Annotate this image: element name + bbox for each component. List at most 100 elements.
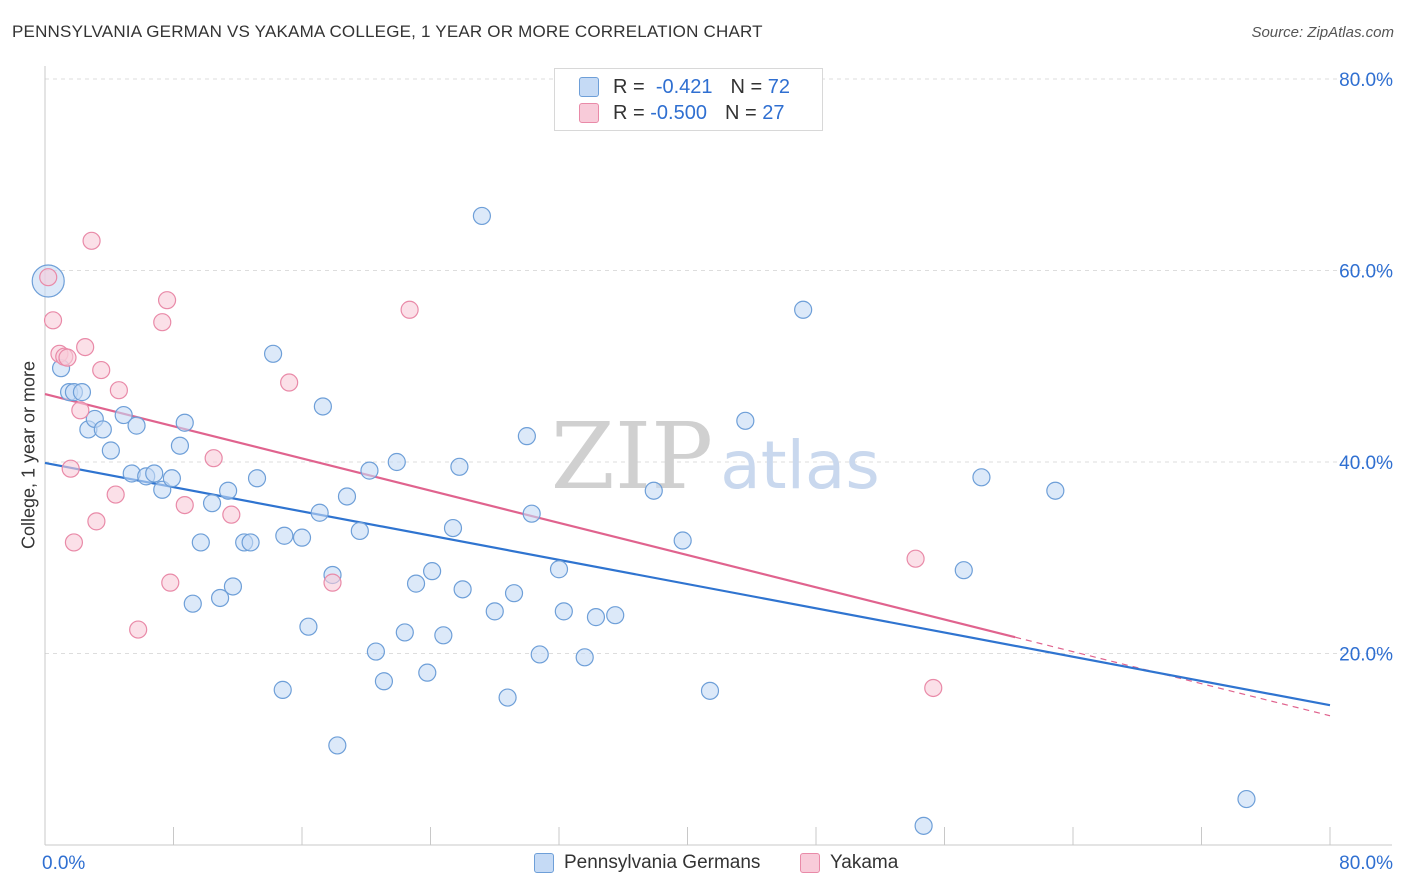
data-point-pennsylvania-germans bbox=[395, 623, 414, 642]
data-point-pennsylvania-germans bbox=[504, 584, 524, 603]
legend-r-label: R = bbox=[613, 101, 645, 124]
data-point-pennsylvania-germans bbox=[794, 300, 813, 319]
data-point-yakama bbox=[161, 573, 180, 592]
data-point-yakama bbox=[58, 348, 77, 367]
legend-row-yakama: R = -0.500 N = 27 bbox=[579, 101, 784, 125]
data-point-pennsylvania-germans bbox=[219, 481, 238, 500]
data-point-pennsylvania-germans bbox=[292, 528, 312, 547]
data-point-pennsylvania-germans bbox=[313, 397, 332, 416]
data-point-yakama bbox=[71, 401, 90, 420]
data-point-pennsylvania-germans bbox=[517, 427, 536, 446]
legend-row-pennsylvania-germans: R = -0.421 N = 72 bbox=[579, 75, 790, 99]
data-point-pennsylvania-germans bbox=[453, 580, 472, 599]
data-point-pennsylvania-germans bbox=[247, 469, 267, 488]
legend-r-label: R = bbox=[613, 75, 645, 98]
blue-swatch-icon bbox=[579, 77, 599, 97]
data-point-pennsylvania-germans bbox=[736, 411, 755, 430]
y-tick-label: 80.0% bbox=[1339, 70, 1393, 91]
data-point-pennsylvania-germans bbox=[700, 681, 720, 700]
data-point-yakama bbox=[106, 485, 125, 504]
data-point-yakama bbox=[82, 231, 101, 250]
tick-labels: 20.0% 40.0% 60.0% 80.0% 0.0% 80.0% bbox=[42, 70, 1393, 874]
series-legend: Pennsylvania Germans Yakama bbox=[0, 852, 1406, 878]
data-point-yakama bbox=[76, 338, 95, 357]
data-point-yakama bbox=[129, 620, 148, 639]
data-point-pennsylvania-germans bbox=[472, 206, 491, 226]
legend-item-yakama: Yakama bbox=[800, 852, 898, 874]
data-point-pennsylvania-germans bbox=[183, 594, 202, 613]
data-point-yakama bbox=[175, 495, 194, 515]
data-point-pennsylvania-germans bbox=[191, 533, 210, 552]
data-point-pennsylvania-germans bbox=[575, 648, 594, 667]
data-point-pennsylvania-germans bbox=[127, 416, 146, 435]
data-point-pennsylvania-germans bbox=[406, 574, 426, 593]
legend-label: Pennsylvania Germans bbox=[564, 852, 761, 873]
data-point-pennsylvania-germans bbox=[337, 487, 357, 506]
pink-swatch-icon bbox=[579, 103, 599, 123]
data-point-yakama bbox=[39, 268, 58, 287]
legend-n-value: 27 bbox=[762, 101, 785, 124]
data-point-pennsylvania-germans bbox=[450, 457, 469, 476]
data-point-pennsylvania-germans bbox=[606, 606, 625, 625]
y-tick-label: 40.0% bbox=[1339, 453, 1393, 474]
legend-n-label: N = bbox=[730, 75, 763, 98]
points-pennsylvania-germans bbox=[31, 206, 1256, 835]
data-point-pennsylvania-germans bbox=[93, 420, 112, 439]
grid-lines bbox=[45, 78, 1392, 654]
data-point-yakama bbox=[153, 313, 172, 332]
legend-n-value: 72 bbox=[767, 75, 791, 98]
data-point-pennsylvania-germans bbox=[549, 560, 569, 579]
data-point-pennsylvania-germans bbox=[210, 588, 230, 608]
legend-item-pennsylvania-germans: Pennsylvania Germans bbox=[534, 852, 760, 874]
data-point-yakama bbox=[400, 300, 419, 319]
x-tick-label: 80.0% bbox=[1339, 853, 1393, 874]
data-point-yakama bbox=[204, 449, 223, 468]
data-point-pennsylvania-germans bbox=[434, 626, 453, 645]
data-point-yakama bbox=[222, 505, 241, 524]
data-point-pennsylvania-germans bbox=[485, 602, 504, 621]
stats-legend: R = -0.421 N = 72 R = -0.500 N = 27 bbox=[554, 68, 823, 131]
trend-line-pennsylvania-germans bbox=[44, 461, 1331, 707]
data-point-pennsylvania-germans bbox=[101, 441, 120, 460]
y-tick-label: 60.0% bbox=[1339, 262, 1393, 283]
data-point-pennsylvania-germans bbox=[554, 602, 573, 621]
data-point-pennsylvania-germans bbox=[972, 468, 991, 487]
data-point-yakama bbox=[43, 311, 63, 330]
x-tick-label: 0.0% bbox=[42, 853, 85, 874]
data-point-yakama bbox=[280, 373, 299, 392]
data-point-pennsylvania-germans bbox=[299, 617, 318, 636]
points-yakama bbox=[39, 231, 943, 698]
axes bbox=[44, 66, 1392, 846]
legend-n-label: N = bbox=[724, 101, 757, 124]
data-point-pennsylvania-germans bbox=[530, 645, 549, 664]
data-point-pennsylvania-germans bbox=[328, 736, 347, 755]
legend-r-value: -0.421 bbox=[655, 75, 713, 98]
data-point-yakama bbox=[64, 533, 84, 552]
watermark-zip: ZIP bbox=[551, 403, 713, 510]
data-point-pennsylvania-germans bbox=[914, 816, 933, 835]
data-point-pennsylvania-germans bbox=[175, 413, 194, 432]
data-point-pennsylvania-germans bbox=[202, 494, 222, 513]
data-point-pennsylvania-germans bbox=[162, 469, 181, 488]
data-point-pennsylvania-germans bbox=[360, 461, 379, 480]
data-point-pennsylvania-germans bbox=[443, 518, 463, 538]
data-point-pennsylvania-germans bbox=[273, 680, 292, 699]
data-point-pennsylvania-germans bbox=[223, 577, 243, 596]
data-point-pennsylvania-germans bbox=[72, 383, 92, 402]
data-point-yakama bbox=[906, 549, 925, 568]
data-point-yakama bbox=[323, 573, 342, 592]
source-note: Source: ZipAtlas.com bbox=[1251, 24, 1394, 41]
data-point-pennsylvania-germans bbox=[418, 663, 437, 682]
legend-label: Yakama bbox=[830, 852, 899, 873]
data-point-pennsylvania-germans bbox=[423, 562, 442, 581]
data-point-pennsylvania-germans bbox=[954, 561, 973, 580]
data-point-yakama bbox=[92, 360, 111, 380]
data-point-yakama bbox=[157, 291, 177, 310]
y-tick-label: 20.0% bbox=[1339, 645, 1393, 666]
data-point-pennsylvania-germans bbox=[350, 521, 369, 541]
data-point-pennsylvania-germans bbox=[310, 503, 329, 522]
data-point-pennsylvania-germans bbox=[644, 481, 663, 500]
data-point-yakama bbox=[87, 512, 106, 531]
data-point-pennsylvania-germans bbox=[586, 608, 606, 627]
